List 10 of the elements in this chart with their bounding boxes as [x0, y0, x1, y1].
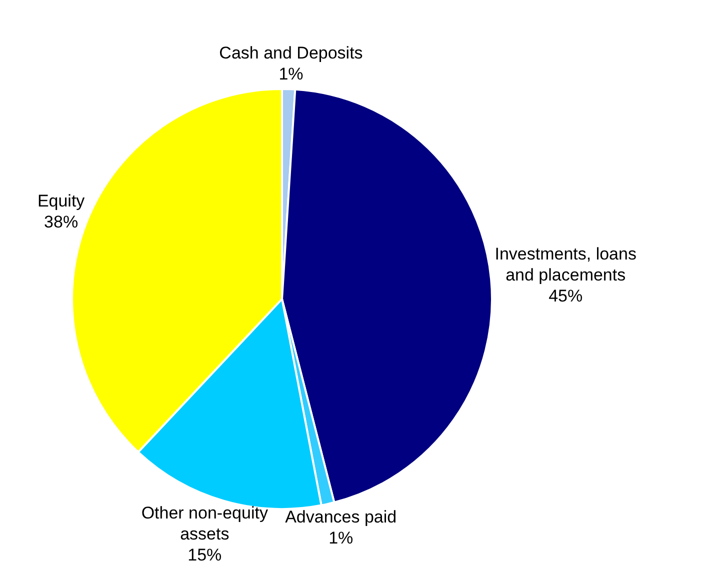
data-label: 1%: [328, 528, 354, 548]
data-label: 1%: [278, 64, 304, 84]
data-label: 15%: [188, 545, 222, 564]
slice-label: Equity: [37, 192, 86, 211]
slice-label: Cash and Deposits: [219, 43, 363, 62]
data-label: 38%: [44, 212, 78, 232]
slice-label: Other non-equity assets: [141, 503, 268, 544]
slice-label: Investments, loans and placements: [494, 244, 636, 285]
data-label: 45%: [548, 286, 583, 306]
slice-label: Advances paid: [285, 508, 397, 527]
